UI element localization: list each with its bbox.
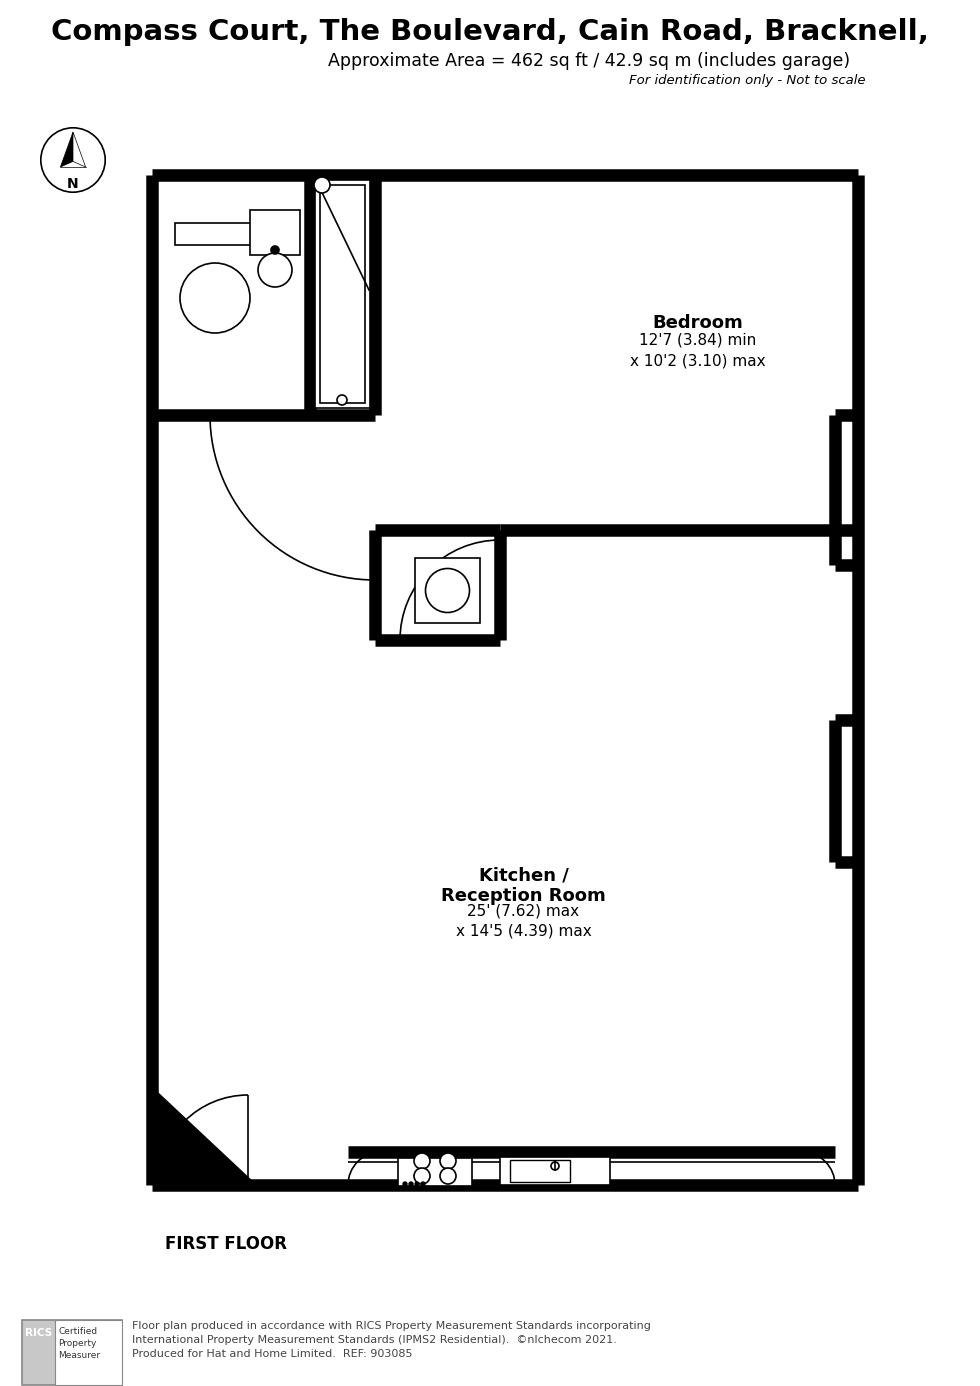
Bar [835,719,858,862]
Text: N: N [68,177,78,191]
Text: Kitchen /
Reception Room: Kitchen / Reception Room [441,866,606,905]
Text: 12'7 (3.84) min
x 10'2 (3.10) max: 12'7 (3.84) min x 10'2 (3.10) max [630,333,765,369]
Circle shape [425,568,469,613]
Circle shape [414,1168,430,1184]
Circle shape [314,177,330,193]
Polygon shape [152,1095,248,1185]
Circle shape [551,1161,559,1170]
Text: Bedroom: Bedroom [652,313,743,331]
Text: Approximate Area = 462 sq ft / 42.9 sq m (includes garage): Approximate Area = 462 sq ft / 42.9 sq m… [328,53,850,71]
Bar [320,184,365,403]
Circle shape [421,1182,425,1186]
Circle shape [271,245,279,254]
Circle shape [440,1168,456,1184]
Polygon shape [73,132,85,166]
Bar [55,1319,122,1385]
Circle shape [440,1153,456,1168]
Circle shape [403,1182,407,1186]
Bar [250,211,300,255]
Bar [510,1160,570,1182]
Circle shape [414,1153,430,1168]
Text: Floor plan produced in accordance with RICS Property Measurement Standards incor: Floor plan produced in accordance with R… [132,1321,651,1360]
Bar [835,414,858,565]
Text: 25' (7.62) max
x 14'5 (4.39) max: 25' (7.62) max x 14'5 (4.39) max [456,904,591,938]
Bar [175,223,255,245]
Bar [315,180,370,407]
Bar [500,1157,610,1185]
Circle shape [415,1182,419,1186]
Bar [398,1157,472,1186]
Bar [415,559,480,622]
Text: Compass Court, The Boulevard, Cain Road, Bracknell,: Compass Court, The Boulevard, Cain Road,… [51,18,929,46]
Bar [22,1319,122,1385]
Ellipse shape [180,263,250,333]
Circle shape [258,254,292,287]
Circle shape [409,1182,413,1186]
Text: RICS: RICS [25,1328,52,1337]
Text: FIRST FLOOR: FIRST FLOOR [165,1235,287,1253]
Polygon shape [61,132,73,166]
Polygon shape [152,175,858,1185]
Text: Certified
Property
Measurer: Certified Property Measurer [58,1326,100,1360]
Text: For identification only - Not to scale: For identification only - Not to scale [628,73,865,87]
Circle shape [337,395,347,405]
